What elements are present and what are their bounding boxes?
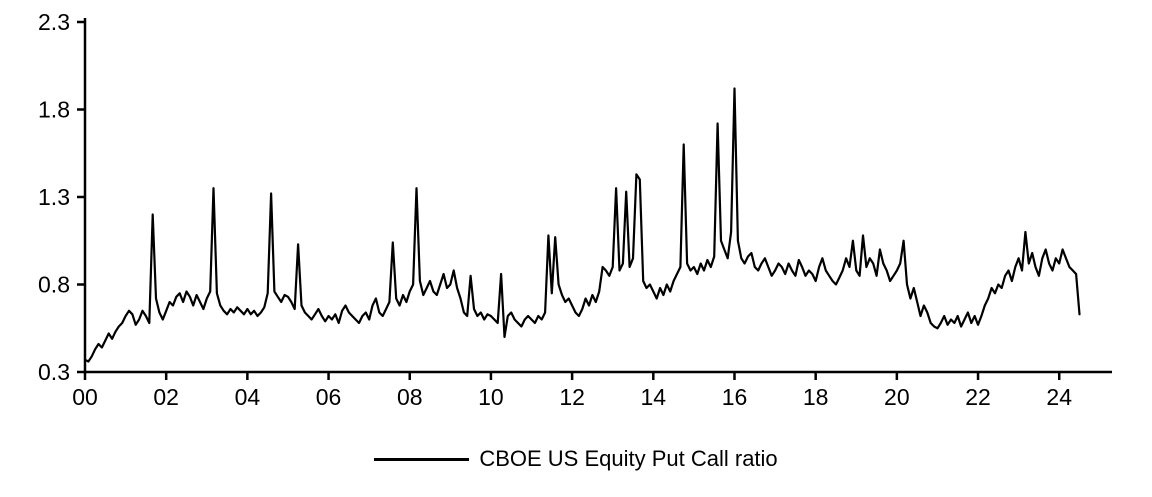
x-tick-label: 12 (559, 384, 585, 410)
x-tick-label: 06 (316, 384, 342, 410)
x-tick-label: 16 (722, 384, 748, 410)
y-tick-label: 1.3 (38, 184, 70, 210)
y-tick-label: 0.8 (38, 272, 70, 298)
x-tick-label: 18 (803, 384, 829, 410)
x-tick-label: 20 (884, 384, 910, 410)
legend-line-swatch (374, 457, 470, 461)
x-tick-label: 10 (478, 384, 504, 410)
put-call-ratio-line-chart: 0.3 0.8 1.3 1.8 2.3 00 02 04 06 08 10 12 14 16 18 20 22 2… (38, 9, 1112, 410)
y-tick-label: 1.8 (38, 97, 70, 123)
x-tick-label: 24 (1046, 384, 1072, 410)
x-tick-label: 04 (235, 384, 261, 410)
x-tick-label: 00 (72, 384, 98, 410)
series-cboe-us-equity-put-call-ratio (83, 87, 1081, 363)
y-tick-label: 2.3 (38, 9, 70, 35)
chart-legend: CBOE US Equity Put Call ratio (0, 446, 1152, 472)
x-tick-label: 22 (965, 384, 991, 410)
x-tick-label: 14 (641, 384, 667, 410)
legend-label: CBOE US Equity Put Call ratio (479, 446, 778, 471)
x-tick-label: 02 (153, 384, 179, 410)
y-tick-label: 0.3 (38, 359, 70, 385)
x-tick-label: 08 (397, 384, 423, 410)
